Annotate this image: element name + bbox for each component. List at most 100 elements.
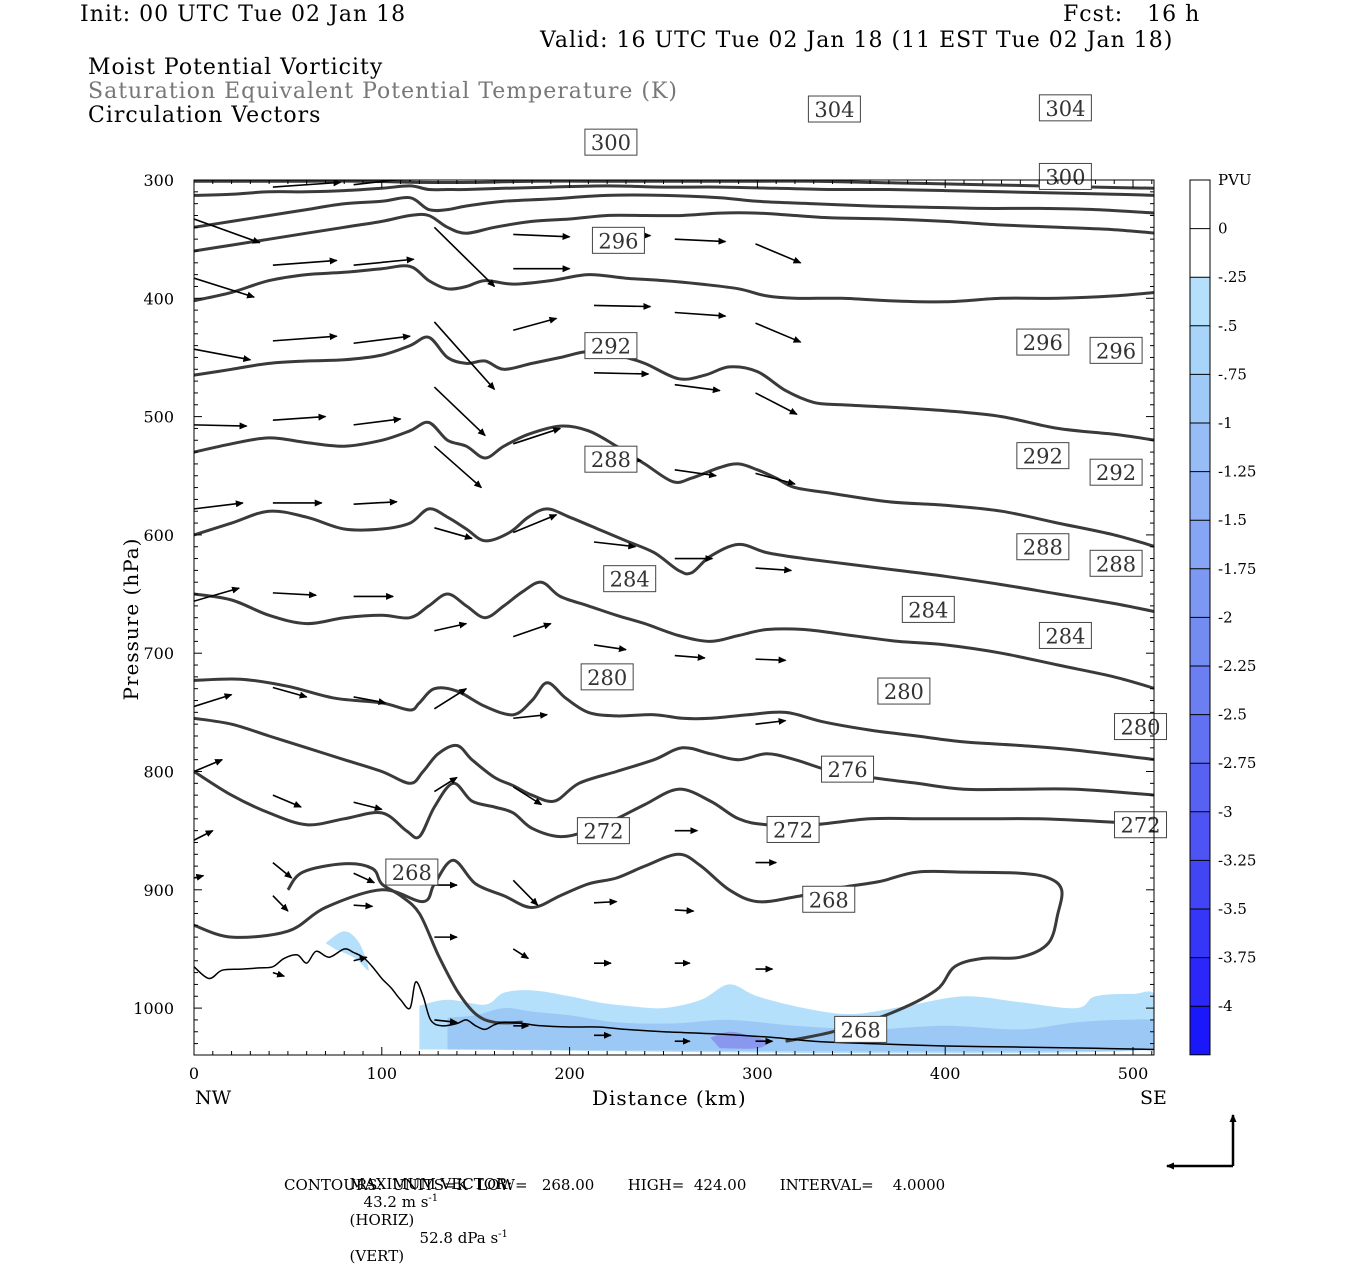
y-tick-label: 1000: [133, 999, 174, 1018]
valid-time-label: Valid: 16 UTC Tue 02 Jan 18 (11 EST Tue …: [540, 28, 1174, 53]
max-vector-vert: 52.8 dPa s: [419, 1229, 499, 1247]
x-tick-label: 0: [189, 1064, 199, 1083]
colorbar-swatch: [1190, 909, 1210, 958]
cross-section-chart: 268 268 268 272 272 272 276 280 280 280 284 284 284 2…: [133, 94, 1256, 1170]
colorbar-label: -2.5: [1218, 706, 1247, 724]
y-tick-label: 400: [143, 289, 174, 308]
circulation-vector: [755, 243, 802, 264]
circulation-vector: [272, 895, 289, 912]
contour-label-box-296: [1089, 336, 1143, 364]
circulation-vector: [272, 413, 327, 421]
circulation-vector: [353, 333, 411, 345]
max-vector-vert-exp: -1: [498, 1229, 508, 1240]
contour-label-box-280: [1114, 713, 1168, 741]
contour-label-box-304: [807, 95, 861, 123]
circulation-vector: [272, 861, 293, 879]
x-tick-label: 400: [930, 1064, 961, 1083]
contour-label-296: 296: [598, 229, 638, 253]
x-end-label-nw: NW: [195, 1087, 232, 1109]
colorbar-swatch: [1190, 423, 1210, 472]
forecast-hour-label: Fcst: 16 h: [1063, 2, 1201, 27]
contour-label-288: 288: [1096, 552, 1136, 576]
contour-label-box-284: [1038, 621, 1092, 649]
contour-316: [194, 180, 1154, 190]
legend-line-theta: Saturation Equivalent Potential Temperat…: [88, 79, 678, 104]
legend-line-pv: Moist Potential Vorticity: [88, 55, 384, 80]
contour-label-292: 292: [591, 335, 631, 359]
circulation-vector: [674, 383, 721, 394]
contour-label-272: 272: [773, 818, 813, 842]
circulation-vector: [434, 621, 468, 632]
colorbar-swatch: [1190, 860, 1210, 909]
circulation-vector: [513, 232, 571, 240]
circulation-vector: [353, 801, 383, 812]
contour-label-box-288: [1089, 549, 1143, 577]
contour-label-280: 280: [1120, 716, 1160, 740]
contour-280: [194, 677, 1154, 762]
contour-296: [194, 335, 1154, 442]
circulation-vector: [272, 180, 342, 188]
contour-label-box-292: [1016, 442, 1070, 470]
colorbar-swatch: [1190, 666, 1210, 715]
contour-label-box-284: [901, 595, 955, 623]
colorbar-swatch: [1190, 1006, 1210, 1055]
circulation-vector: [353, 872, 376, 884]
contour-288: [194, 507, 1154, 614]
y-tick-label: 700: [143, 644, 174, 663]
colorbar-swatch: [1190, 520, 1210, 569]
contour-label-292: 292: [1023, 445, 1063, 469]
x-end-label-se: SE: [1140, 1087, 1167, 1109]
colorbar-swatch: [1190, 471, 1210, 521]
contour-label-300: 300: [591, 131, 631, 155]
colorbar-label: -.5: [1218, 317, 1237, 335]
circulation-vector: [272, 257, 338, 266]
circulation-vectors: [194, 180, 802, 1045]
circulation-vector: [512, 948, 530, 960]
contour-label-box-276: [821, 755, 875, 783]
pv-region--0.25: [325, 931, 369, 971]
colorbar-swatch: [1190, 325, 1210, 375]
circulation-vector: [194, 758, 224, 773]
terrain-line: [194, 948, 1154, 1051]
colorbar-label: -2.25: [1218, 657, 1256, 675]
contour-label-box-280: [580, 663, 634, 691]
contour-label-box-272: [576, 817, 630, 845]
circulation-vector: [272, 794, 302, 808]
contour-label-276: 276: [827, 758, 867, 782]
circulation-vector: [194, 218, 261, 244]
contour-label-box-292: [584, 332, 638, 360]
colorbar-swatch: [1190, 277, 1210, 326]
contour-label-box-268: [385, 858, 439, 886]
colorbar-swatch: [1190, 374, 1210, 423]
contour-label-box-288: [1016, 533, 1070, 561]
contour-label-300: 300: [1045, 165, 1085, 189]
contour-label-272: 272: [1120, 814, 1160, 838]
colorbar-label: -.75: [1218, 365, 1247, 383]
contour-label-304: 304: [814, 98, 854, 122]
circulation-vector: [433, 321, 496, 391]
circulation-vector: [674, 469, 718, 479]
circulation-vector: [755, 656, 787, 664]
y-tick-label: 300: [143, 171, 174, 190]
circulation-vector: [353, 955, 368, 963]
contour-304: [194, 211, 1154, 253]
circulation-vector: [593, 541, 637, 550]
circulation-vector: [513, 316, 558, 332]
contour-284: [194, 580, 1154, 690]
colorbar-swatch: [1190, 617, 1210, 666]
contour-label-box-284: [603, 565, 657, 593]
contour-label-296: 296: [1096, 339, 1136, 363]
contour-label-284: 284: [908, 598, 948, 622]
circulation-vector: [434, 1018, 458, 1026]
circulation-vector: [194, 348, 252, 362]
contour-labels: 268 268 268 272 272 272 276 280 280 280 284 284 284 2…: [385, 94, 1168, 1043]
circulation-vector: [194, 422, 248, 430]
colorbar-swatch: [1190, 763, 1210, 812]
colorbar-label: -.25: [1218, 268, 1247, 286]
colorbar-label: -3.75: [1218, 949, 1256, 967]
circulation-vector: [512, 514, 558, 534]
circulation-vector: [194, 693, 233, 708]
contour-276: [194, 716, 1154, 803]
x-tick-label: 300: [742, 1064, 773, 1083]
circulation-vector: [674, 311, 727, 320]
